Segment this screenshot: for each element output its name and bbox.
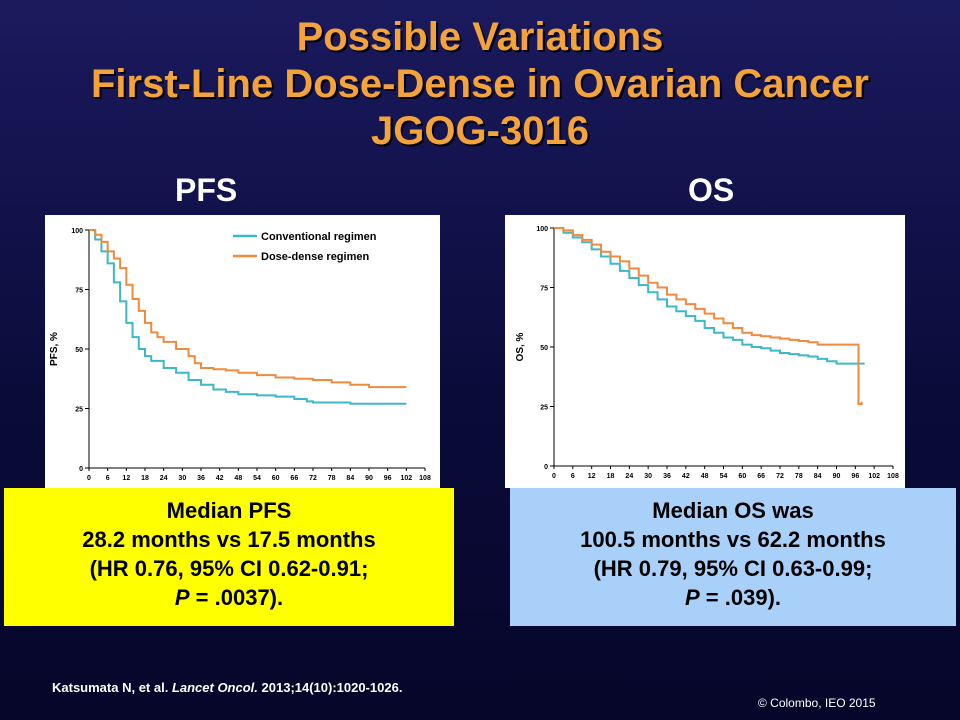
pfs-x-tick-label: 60 (272, 475, 280, 482)
os-box-line-1: Median OS was (652, 498, 814, 523)
pfs-series-dose-dense-line (89, 229, 407, 389)
os-x-tick-label: 42 (682, 473, 690, 480)
pfs-y-tick-label: 100 (71, 228, 83, 235)
pfs-x-tick-label: 18 (141, 475, 149, 482)
os-x-tick-label: 24 (625, 473, 633, 480)
pfs-chart: 0 25 50 75 100 0 6 12 18 24 30 36 42 48 54 60 66 72 78 84 90… (49, 228, 431, 482)
pfs-legend-label: Dose-dense regimen (261, 251, 369, 263)
os-box-line-2: 100.5 months vs 62.2 months (580, 527, 886, 552)
pfs-plot-area: 0 25 50 75 100 0 6 12 18 24 30 36 42 48 54 60 66 72 78 84 90… (45, 215, 440, 488)
os-x-tick-label: 108 (887, 473, 899, 480)
pfs-x-tick-label: 48 (234, 475, 242, 482)
pfs-x-tick-label: 102 (400, 475, 412, 482)
pfs-x-tick-label: 54 (253, 475, 261, 482)
os-x-tick-label: 102 (868, 473, 880, 480)
pfs-x-tick-label: 84 (346, 475, 354, 482)
os-series-conventional-line (554, 227, 865, 365)
slide-title-line-2: First-Line Dose-Dense in Ovarian Cancer (90, 62, 869, 106)
os-x-tick-label: 36 (663, 473, 671, 480)
os-x-tick-label: 78 (795, 473, 803, 480)
pfs-panel-title: PFS (175, 172, 238, 208)
os-y-tick-label: 25 (540, 405, 548, 412)
os-x-tick-label: 54 (720, 473, 728, 480)
os-x-tick-label: 96 (851, 473, 859, 480)
pfs-x-tick-label: 66 (290, 475, 298, 482)
os-x-tick-label: 12 (588, 473, 596, 480)
os-p-value: = .039). (699, 585, 782, 610)
os-series-dose-dense-line (554, 227, 863, 406)
os-x-tick-label: 0 (552, 473, 556, 480)
os-y-tick-label: 100 (536, 226, 548, 233)
os-y-axis-label: OS, % (515, 332, 526, 361)
os-x-tick-label: 84 (814, 473, 822, 480)
pfs-box-line-2: 28.2 months vs 17.5 months (82, 527, 376, 552)
citation-details: 2013;14(10):1020-1026. (257, 680, 403, 695)
pfs-box-line-4: P = .0037). (4, 583, 454, 612)
citation-journal: Lancet Oncol. (171, 680, 258, 695)
pfs-x-tick-label: 30 (178, 475, 186, 482)
os-x-tick-label: 72 (776, 473, 784, 480)
pfs-x-tick-label: 96 (384, 475, 392, 482)
pfs-series-conventional-line (89, 229, 407, 405)
pfs-y-tick-label: 75 (75, 288, 83, 295)
pfs-x-tick-label: 0 (87, 475, 91, 482)
pfs-legend-label: Conventional regimen (261, 231, 377, 243)
pfs-result-box: Median PFS 28.2 months vs 17.5 months (H… (4, 488, 454, 626)
os-y-tick-label: 50 (540, 345, 548, 352)
pfs-y-axis-label: PFS, % (49, 332, 60, 366)
os-result-box: Median OS was 100.5 months vs 62.2 month… (510, 488, 956, 626)
os-x-tick-label: 90 (833, 473, 841, 480)
os-plot-area: 0 25 50 75 100 0 6 12 18 24 30 36 42 48 54 60 66 72 78 84 90… (505, 215, 905, 488)
os-x-tick-label: 66 (757, 473, 765, 480)
pfs-p-value: = .0037). (189, 585, 284, 610)
pfs-x-tick-label: 108 (419, 475, 431, 482)
pfs-box-line-3: (HR 0.76, 95% CI 0.62-0.91; (89, 556, 369, 581)
os-p-label: P (684, 585, 700, 610)
os-x-tick-label: 6 (571, 473, 575, 480)
pfs-y-tick-label: 0 (79, 466, 83, 473)
pfs-x-tick-label: 24 (160, 475, 168, 482)
pfs-x-tick-label: 6 (106, 475, 110, 482)
slide-title-line-1: Possible Variations (296, 15, 664, 59)
copyright: © Colombo, IEO 2015 (758, 696, 876, 710)
os-panel-title: OS (688, 172, 735, 208)
citation-authors: Katsumata N, et al. (52, 680, 172, 695)
slide-title-line-3: JGOG-3016 (371, 109, 589, 153)
os-x-tick-label: 18 (607, 473, 615, 480)
pfs-y-tick-label: 50 (75, 347, 83, 354)
os-y-tick-label: 75 (540, 286, 548, 293)
pfs-box-line-1: Median PFS (166, 498, 292, 523)
os-x-tick-label: 30 (644, 473, 652, 480)
pfs-x-tick-label: 72 (309, 475, 317, 482)
os-chart: 0 25 50 75 100 0 6 12 18 24 30 36 42 48 54 60 66 72 78 84 90… (515, 226, 899, 480)
os-box-line-3: (HR 0.79, 95% CI 0.63-0.99; (593, 556, 873, 581)
os-box-line-4: P = .039). (510, 583, 956, 612)
pfs-x-tick-label: 78 (328, 475, 336, 482)
os-x-tick-label: 48 (701, 473, 709, 480)
pfs-x-tick-label: 12 (122, 475, 130, 482)
citation: Katsumata N, et al. Lancet Oncol. 2013;1… (52, 680, 402, 695)
pfs-x-tick-label: 42 (216, 475, 224, 482)
os-y-tick-label: 0 (544, 464, 548, 471)
os-x-tick-label: 60 (738, 473, 746, 480)
pfs-x-tick-label: 90 (365, 475, 373, 482)
pfs-y-tick-label: 25 (75, 407, 83, 414)
pfs-p-label: P (174, 585, 190, 610)
pfs-x-tick-label: 36 (197, 475, 205, 482)
